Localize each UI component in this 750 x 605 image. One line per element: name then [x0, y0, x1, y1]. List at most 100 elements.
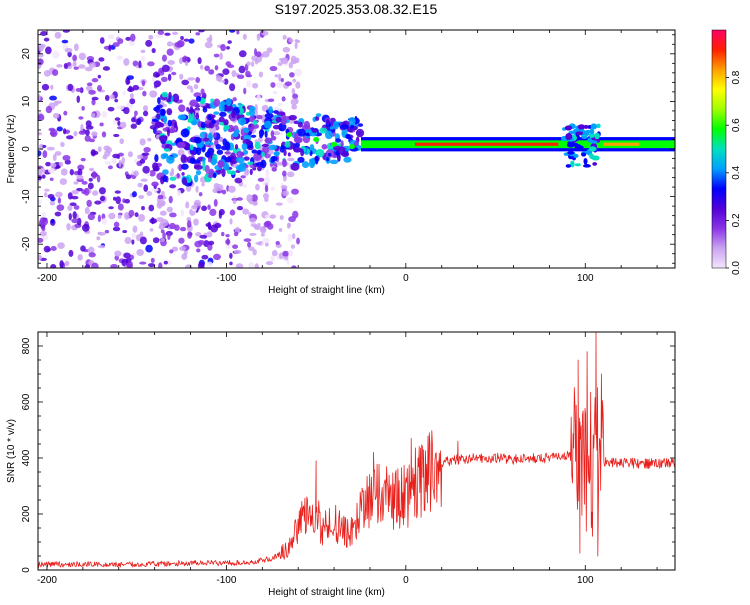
- noise-blob: [114, 98, 119, 103]
- noise-blob: [41, 218, 49, 226]
- noise-blob: [73, 43, 79, 52]
- noise-blob: [291, 88, 296, 95]
- onset-blob: [271, 167, 277, 172]
- noise-blob: [171, 71, 177, 76]
- noise-blob: [197, 57, 202, 65]
- y-tick-label: 600: [21, 393, 32, 410]
- onset-blob: [152, 162, 159, 170]
- noise-blob: [99, 122, 104, 127]
- onset-blob: [258, 129, 265, 137]
- noise-blob: [50, 264, 57, 268]
- noise-blob: [263, 221, 271, 228]
- noise-blob: [87, 182, 94, 190]
- noise-blob: [264, 214, 270, 219]
- noise-blob: [164, 32, 171, 36]
- noise-blob: [135, 118, 141, 125]
- noise-blob: [233, 231, 239, 237]
- noise-blob: [234, 177, 243, 184]
- noise-blob: [120, 121, 127, 129]
- noise-blob: [141, 152, 150, 156]
- noise-blob: [97, 214, 102, 223]
- onset-blob: [256, 149, 262, 155]
- noise-blob: [229, 252, 233, 259]
- onset-blob: [263, 120, 272, 129]
- colorbar-tick-label: 0.8: [731, 70, 742, 84]
- x-tick-label: 100: [577, 273, 594, 284]
- noise-blob: [52, 50, 60, 59]
- noise-blob: [84, 264, 91, 268]
- noise-blob: [102, 154, 108, 160]
- signal-band-core: [414, 142, 559, 146]
- noise-blob: [228, 185, 236, 193]
- noise-blob: [97, 146, 102, 153]
- onset-blob: [280, 144, 284, 150]
- noise-blob: [139, 236, 147, 245]
- onset-blob: [169, 176, 177, 181]
- onset-blob: [177, 114, 187, 121]
- onset-blob: [166, 108, 173, 116]
- noise-blob: [278, 252, 283, 260]
- noise-blob: [279, 215, 284, 220]
- colorbar-tick-label: 0.6: [731, 118, 742, 132]
- onset-blob: [166, 155, 175, 164]
- noise-blob: [252, 82, 259, 89]
- noise-blob: [243, 238, 252, 242]
- onset-blob: [237, 117, 247, 126]
- noise-blob: [206, 231, 213, 238]
- noise-blob: [46, 146, 55, 151]
- noise-blob: [38, 150, 42, 157]
- onset-blob: [154, 154, 159, 163]
- noise-blob: [248, 246, 255, 251]
- noise-blob: [66, 223, 71, 231]
- noise-blob: [296, 237, 300, 245]
- noise-blob: [276, 161, 284, 166]
- noise-blob: [195, 32, 201, 36]
- noise-blob: [77, 254, 83, 261]
- noise-blob: [56, 204, 65, 211]
- noise-blob: [235, 263, 244, 268]
- noise-blob: [213, 198, 218, 207]
- noise-blob: [160, 76, 168, 83]
- noise-blob: [139, 261, 147, 265]
- noise-blob: [267, 98, 275, 103]
- noise-blob: [49, 129, 58, 138]
- noise-blob: [225, 234, 230, 238]
- onset-blob: [242, 127, 250, 133]
- noise-blob: [91, 99, 96, 106]
- noise-blob: [77, 168, 83, 177]
- onset-blob: [210, 158, 218, 165]
- noise-blob: [141, 206, 145, 211]
- onset-blob: [311, 128, 318, 133]
- noise-blob: [143, 146, 151, 153]
- noise-blob: [140, 178, 148, 182]
- onset-blob: [261, 143, 270, 147]
- onset-bright-spot: [273, 151, 280, 157]
- noise-blob: [200, 88, 205, 95]
- noise-blob: [79, 87, 84, 94]
- onset-blob: [247, 161, 254, 165]
- noise-blob: [277, 61, 283, 67]
- noise-blob: [131, 117, 136, 123]
- noise-blob: [114, 117, 121, 121]
- noise-blob: [254, 109, 258, 117]
- onset-blob: [176, 141, 186, 149]
- noise-blob: [38, 237, 44, 243]
- noise-blob: [261, 51, 270, 58]
- noise-blob: [278, 228, 283, 232]
- noise-blob: [38, 94, 41, 101]
- noise-blob: [166, 206, 173, 213]
- noise-blob: [84, 206, 90, 215]
- noise-blob: [161, 54, 167, 62]
- noise-blob: [99, 195, 106, 202]
- onset-blob: [213, 132, 217, 139]
- noise-blob: [206, 261, 213, 267]
- noise-blob: [50, 218, 55, 224]
- noise-blob: [242, 208, 250, 215]
- noise-blob: [176, 189, 182, 197]
- onset-blob: [194, 174, 199, 183]
- onset-blobs: [151, 91, 365, 189]
- noise-blob: [153, 80, 162, 88]
- noise-blob: [242, 33, 247, 40]
- noise-blob: [116, 105, 125, 110]
- noise-blob: [140, 55, 146, 62]
